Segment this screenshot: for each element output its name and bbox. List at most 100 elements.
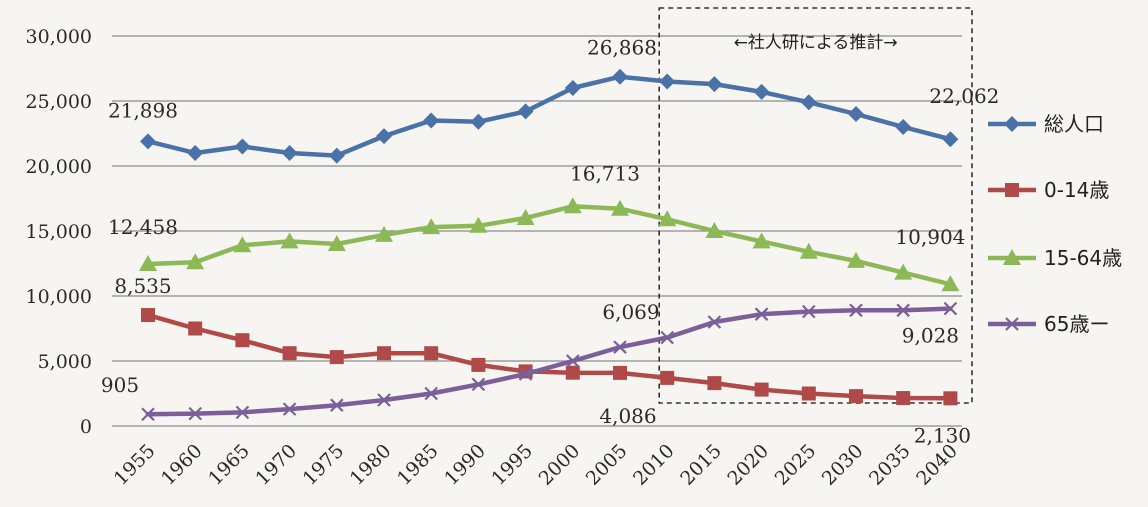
- point: [566, 354, 580, 368]
- point: [943, 301, 958, 316]
- x-tick-label: 1985: [393, 440, 443, 490]
- forecast-box: [658, 7, 973, 404]
- point: [140, 133, 156, 150]
- point: [516, 209, 535, 225]
- point: [659, 73, 676, 90]
- point-stroke: [424, 386, 438, 401]
- point: [612, 68, 628, 85]
- point: [753, 83, 770, 100]
- point: [705, 222, 724, 238]
- point: [801, 386, 816, 401]
- data-labels: 21,898 26,868 22,062 12,458 16,713 10,904 8,53…: [101, 36, 999, 448]
- point: [187, 145, 204, 161]
- point: [328, 147, 345, 164]
- point: [1005, 183, 1019, 197]
- data-label: 26,868: [587, 36, 657, 60]
- y-tick-label: 20,000: [26, 156, 92, 178]
- point: [424, 386, 438, 401]
- data-label: 22,062: [929, 84, 999, 108]
- legend-label: 15-64歳: [1044, 246, 1122, 270]
- data-label: 12,458: [108, 215, 178, 239]
- point: [1003, 249, 1021, 265]
- point-stroke: [377, 393, 391, 407]
- point: [188, 406, 202, 421]
- x-tick-label: 2035: [865, 440, 915, 490]
- y-tick-label: 10,000: [26, 286, 92, 308]
- point: [423, 112, 440, 129]
- point-stroke: [1005, 317, 1019, 331]
- legend: 総人口 0-14歳 15-64歳 65歳ー: [988, 112, 1122, 336]
- point: [658, 210, 677, 227]
- data-label: 10,904: [895, 225, 965, 249]
- point: [327, 235, 346, 251]
- x-tick-label: 2010: [629, 440, 679, 490]
- data-label: 16,713: [570, 162, 640, 186]
- point: [471, 357, 486, 372]
- point: [280, 232, 299, 249]
- series-line: [145, 306, 953, 417]
- point: [141, 308, 155, 323]
- point: [139, 255, 157, 272]
- point: [660, 370, 675, 385]
- x-tick-label: 1975: [299, 440, 349, 490]
- series-65-plus: [141, 301, 958, 422]
- point: [141, 407, 155, 422]
- point: [943, 391, 958, 406]
- legend-item: 総人口: [988, 112, 1104, 136]
- series-line: [145, 74, 953, 158]
- point-stroke: [896, 303, 910, 318]
- point-stroke: [188, 406, 202, 421]
- point: [941, 275, 960, 292]
- x-tick-label: 1955: [110, 440, 160, 490]
- point: [518, 367, 533, 381]
- point: [282, 402, 297, 416]
- legend-label: 総人口: [1044, 112, 1104, 136]
- point-stroke: [754, 307, 769, 321]
- series-15-64: [139, 197, 960, 292]
- forecast-annotation: ←社人研による推計→: [658, 7, 973, 404]
- x-tick-label: 2015: [676, 440, 726, 490]
- point: [188, 321, 203, 336]
- x-tick-label: 1980: [346, 440, 396, 490]
- point-stroke: [235, 405, 250, 420]
- x-tick-label: 1960: [157, 440, 207, 490]
- point: [471, 377, 486, 392]
- point: [895, 119, 912, 135]
- point: [376, 128, 392, 145]
- x-tick-label: 1990: [440, 440, 490, 490]
- point: [706, 76, 723, 93]
- point: [1005, 317, 1019, 331]
- point-stroke: [802, 304, 816, 319]
- point: [800, 94, 817, 111]
- data-label: 8,535: [114, 274, 171, 298]
- point: [565, 365, 580, 380]
- y-tick-label: 30,000: [26, 26, 92, 48]
- point: [281, 145, 298, 161]
- series-line: [145, 204, 953, 287]
- x-axis: 1955196019651970197519801985199019952000…: [110, 440, 962, 490]
- point-stroke: [566, 354, 580, 368]
- point: [611, 199, 629, 216]
- forecast-label: ←社人研による推計→: [734, 33, 898, 53]
- point: [849, 389, 863, 404]
- x-tick-label: 1995: [487, 440, 537, 490]
- point-stroke: [471, 377, 486, 392]
- data-label: 9,028: [902, 324, 959, 348]
- x-tick-label: 2025: [771, 440, 821, 490]
- point-stroke: [660, 330, 674, 345]
- point: [329, 350, 344, 365]
- point-stroke: [613, 340, 627, 354]
- point: [375, 225, 393, 242]
- point: [564, 80, 581, 96]
- legend-item: 15-64歳: [988, 246, 1122, 270]
- point-stroke: [141, 407, 155, 422]
- x-tick-label: 2020: [723, 440, 773, 490]
- y-tick-label: 15,000: [26, 221, 92, 243]
- x-tick-label: 2040: [912, 440, 962, 490]
- point: [377, 346, 391, 361]
- point: [754, 307, 769, 321]
- point: [707, 315, 722, 329]
- point: [235, 333, 250, 348]
- point: [235, 405, 250, 420]
